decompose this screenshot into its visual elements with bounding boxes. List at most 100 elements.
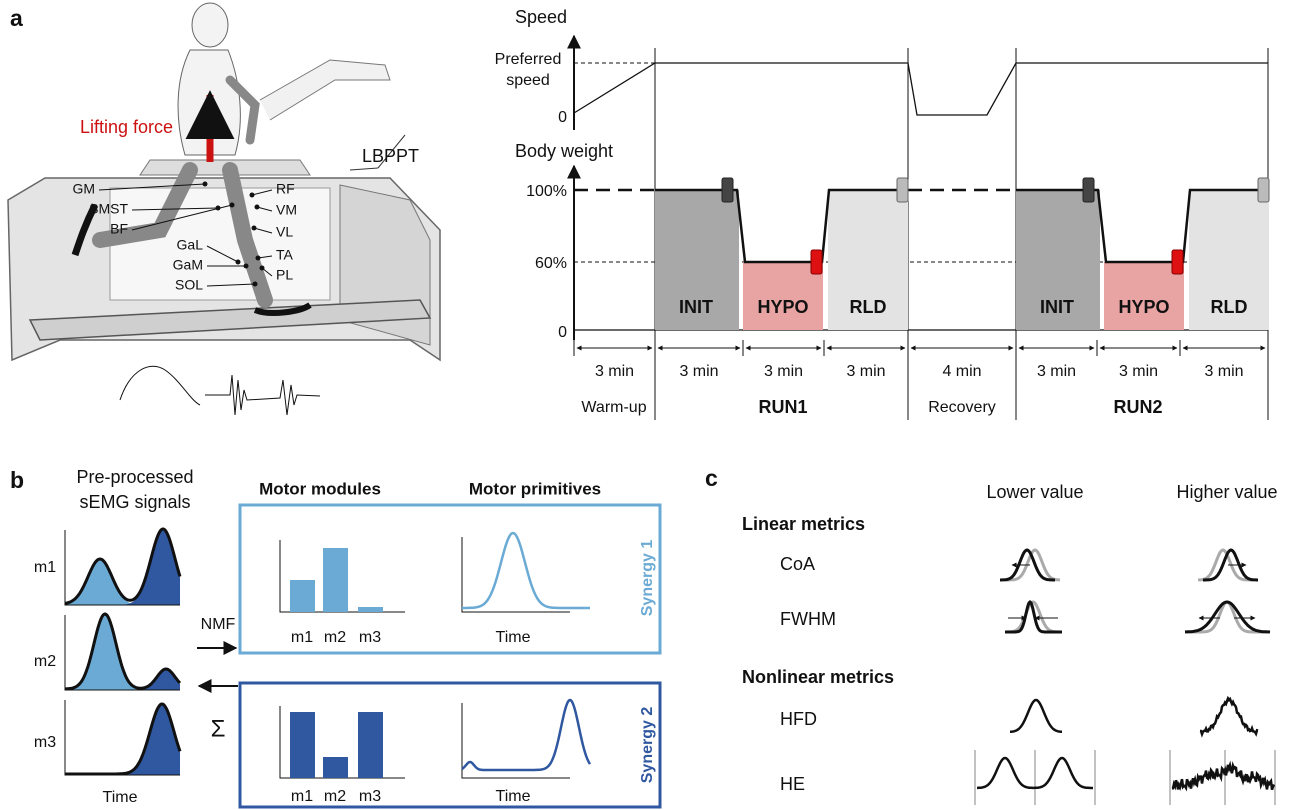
marker <box>896 177 909 203</box>
line <box>131 207 219 211</box>
duration-label: 3 min <box>1119 363 1158 380</box>
annotation: NMF <box>201 616 236 633</box>
axis-title: Body weight <box>515 141 613 161</box>
shape <box>253 302 312 316</box>
shape <box>205 374 321 416</box>
section-title: sEMG signals <box>79 492 190 512</box>
signal-envelope <box>65 702 182 776</box>
curve <box>1199 695 1259 738</box>
axis <box>461 703 570 779</box>
muscle-label: SOL <box>175 277 203 293</box>
signal-envelope <box>64 527 182 605</box>
curve <box>1185 600 1270 634</box>
line <box>256 206 273 212</box>
curve <box>1198 548 1253 582</box>
metric-name: FWHM <box>780 609 836 629</box>
electrode <box>229 202 235 208</box>
electrode <box>252 281 258 287</box>
curve <box>1005 599 1062 634</box>
muscle-label: m3 <box>34 734 56 751</box>
speed-line <box>573 62 1268 116</box>
shape <box>259 59 391 121</box>
metric-illustrations <box>974 548 1276 805</box>
axis-label: 0 <box>558 324 567 341</box>
electrode <box>202 181 208 187</box>
annotation: Lifting force <box>80 117 173 137</box>
metric-name: HFD <box>780 709 817 729</box>
duration-label: 3 min <box>764 363 803 380</box>
annotation: Σ <box>211 715 226 742</box>
phase-box <box>1016 190 1100 330</box>
metric-name: HE <box>780 774 805 794</box>
duration-label: 3 min <box>679 363 718 380</box>
section-title: Motor modules <box>259 479 381 498</box>
muscle-label: PL <box>276 267 293 283</box>
axis-label: Time <box>496 788 531 805</box>
muscle-label: m1 <box>34 559 56 576</box>
module-bar <box>290 580 315 612</box>
module-label: m2 <box>324 788 346 805</box>
synergy-plots: m1 m2 m3 Time Synergy 1 m1 m2 m3 Time Synergy 2 <box>64 527 656 805</box>
phase-box <box>1104 262 1184 330</box>
duration-label: 3 min <box>595 363 634 380</box>
axis <box>64 530 180 606</box>
phase-label: RLD <box>850 297 887 317</box>
module-label: m1 <box>291 629 313 646</box>
signal-area <box>65 560 180 605</box>
electrode <box>254 204 260 210</box>
shape <box>191 2 229 48</box>
module-bar <box>290 712 315 778</box>
panel-label: a <box>10 5 23 31</box>
curve <box>977 756 1093 790</box>
phase-label: INIT <box>679 297 713 317</box>
axis <box>461 537 570 613</box>
axis-label: Time <box>103 789 138 806</box>
marker <box>810 249 823 275</box>
line <box>206 245 239 263</box>
signal-area <box>65 705 180 775</box>
curve <box>1010 698 1062 734</box>
primitive-curve <box>461 698 592 772</box>
muscle-label: TA <box>276 247 294 263</box>
axis-label: Time <box>496 629 531 646</box>
protocol-diagram: INIT HYPO RLD INIT HYPO RLD 3 min 3 min 3 min 3 m… <box>567 34 1270 420</box>
module-bar <box>323 757 348 778</box>
curve <box>1171 760 1276 792</box>
line <box>253 227 273 234</box>
electrode <box>259 265 265 271</box>
muscle-label: GaL <box>177 237 204 253</box>
period-label: RUN1 <box>758 397 807 417</box>
curve <box>1203 548 1258 582</box>
synergy-label: Synergy 1 <box>639 540 656 617</box>
period-label: Recovery <box>928 399 996 416</box>
muscle-label: m2 <box>34 653 56 670</box>
synergy-box <box>238 503 662 655</box>
phase-label: HYPO <box>757 297 808 317</box>
annotation: LBPPT <box>362 146 419 166</box>
primitive-curve <box>462 531 590 610</box>
group-title: Linear metrics <box>742 514 865 534</box>
panel-label: b <box>10 467 24 493</box>
signal-envelope <box>65 612 182 691</box>
line <box>206 283 256 287</box>
muscle-label: SMST <box>89 201 128 217</box>
module-label: m2 <box>324 629 346 646</box>
curve <box>1005 548 1060 582</box>
muscle-label: VM <box>276 202 297 218</box>
axis-label: speed <box>506 72 550 89</box>
synergy-box <box>238 681 662 809</box>
metric-name: CoA <box>780 554 815 574</box>
shape <box>109 187 331 301</box>
phase-box <box>828 190 908 330</box>
curve <box>1185 600 1271 634</box>
module-label: m3 <box>359 629 381 646</box>
electrode <box>249 192 255 198</box>
module-label: m3 <box>359 788 381 805</box>
electrode <box>255 255 261 261</box>
marker <box>1082 177 1095 203</box>
shape <box>377 134 406 169</box>
line <box>98 183 206 191</box>
